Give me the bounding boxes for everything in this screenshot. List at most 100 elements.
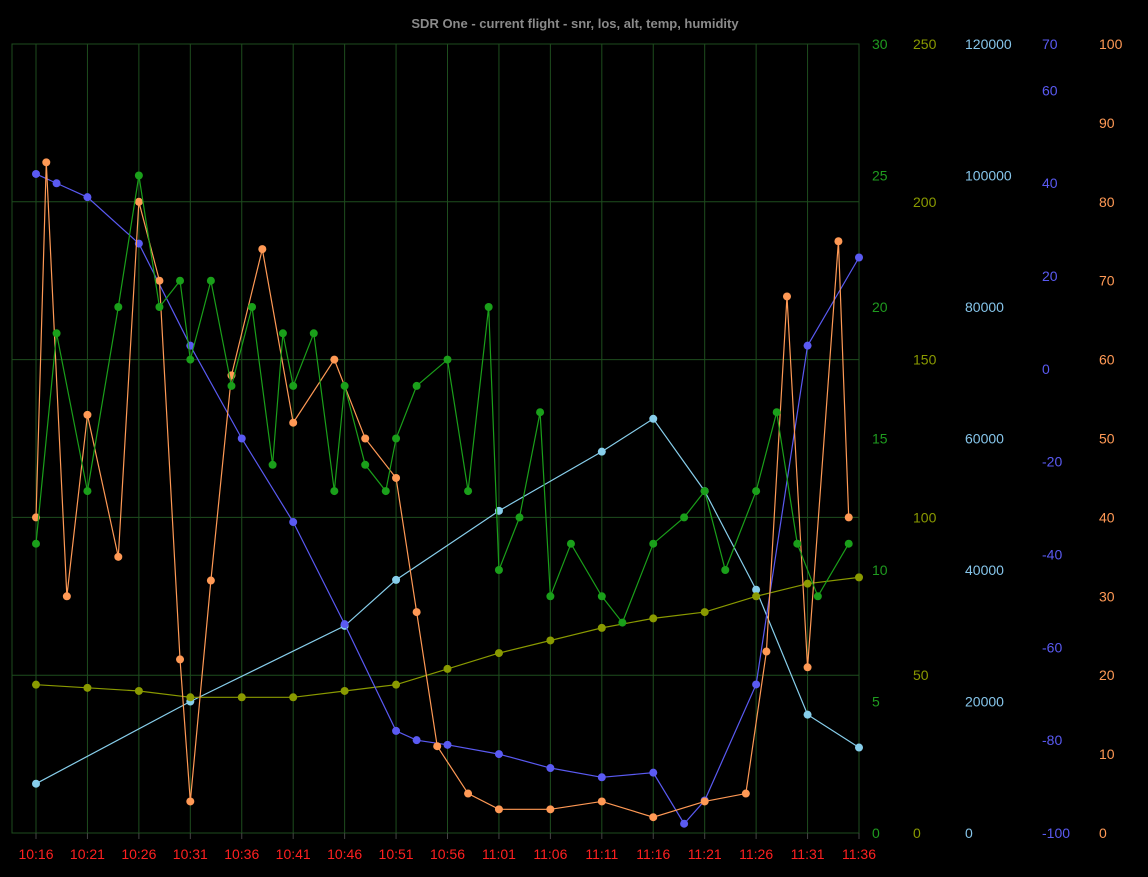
data-point-temp — [546, 764, 555, 773]
data-point-alt — [649, 414, 658, 423]
data-point-snr — [546, 592, 555, 601]
y-tick-label-snr: 0 — [872, 825, 880, 841]
data-point-snr — [721, 566, 730, 574]
data-point-humidity — [62, 592, 71, 601]
data-point-snr — [844, 539, 853, 548]
data-point-snr — [813, 592, 822, 601]
x-tick-label: 10:41 — [276, 846, 311, 862]
data-point-humidity — [844, 513, 853, 522]
x-tick-label: 11:16 — [636, 846, 670, 862]
data-point-alt — [597, 447, 606, 456]
data-point-los — [752, 592, 761, 601]
data-point-snr — [176, 276, 185, 285]
data-point-humidity — [597, 797, 606, 806]
data-point-humidity — [412, 608, 421, 617]
data-point-snr — [772, 408, 781, 417]
y-tick-label-los: 200 — [913, 194, 937, 210]
data-point-snr — [134, 171, 143, 180]
x-tick-label: 10:16 — [18, 846, 53, 862]
data-point-humidity — [114, 552, 123, 561]
data-point-los — [443, 664, 452, 673]
data-point-snr — [649, 539, 658, 548]
y-tick-label-temp: 40 — [1042, 175, 1058, 191]
y-tick-label-temp: -60 — [1042, 639, 1062, 655]
data-point-los — [186, 693, 195, 702]
y-tick-label-snr: 15 — [872, 431, 888, 447]
data-point-los — [340, 686, 349, 695]
data-point-alt — [803, 710, 812, 719]
y-tick-label-temp: 60 — [1042, 82, 1058, 98]
data-point-los — [700, 608, 709, 617]
y-tick-label-alt: 60000 — [965, 431, 1004, 447]
data-point-temp — [32, 169, 40, 178]
x-tick-label: 11:26 — [739, 846, 773, 862]
y-tick-label-humidity: 60 — [1099, 352, 1115, 368]
data-point-snr — [597, 592, 606, 601]
data-point-snr — [32, 539, 40, 548]
y-tick-label-humidity: 20 — [1099, 667, 1115, 683]
data-point-snr — [566, 539, 575, 548]
data-point-snr — [680, 513, 689, 522]
data-point-humidity — [258, 245, 267, 254]
data-point-snr — [443, 355, 452, 364]
data-point-humidity — [361, 434, 370, 443]
y-tick-label-alt: 120000 — [965, 36, 1012, 52]
data-point-temp — [494, 750, 503, 759]
data-point-alt — [392, 575, 401, 584]
data-point-snr — [309, 329, 318, 338]
x-tick-label: 11:06 — [533, 846, 567, 862]
data-point-snr — [83, 487, 92, 496]
x-tick-label: 10:31 — [173, 846, 208, 862]
data-point-snr — [155, 303, 164, 311]
data-point-snr — [330, 487, 339, 496]
x-tick-label: 10:36 — [224, 846, 259, 862]
data-point-los — [649, 614, 658, 623]
data-point-snr — [618, 618, 627, 627]
data-point-temp — [803, 341, 812, 350]
x-tick-label: 11:11 — [585, 846, 618, 862]
y-tick-label-alt: 20000 — [965, 694, 1004, 710]
plot-area — [11, 43, 860, 834]
y-tick-label-los: 100 — [913, 509, 937, 525]
data-point-humidity — [782, 292, 791, 301]
data-point-temp — [340, 620, 349, 629]
data-point-humidity — [546, 805, 555, 814]
data-point-humidity — [433, 742, 442, 751]
data-point-humidity — [289, 418, 298, 427]
data-point-los — [803, 579, 812, 588]
data-point-snr — [700, 487, 709, 496]
data-point-snr — [186, 355, 195, 364]
data-point-humidity — [762, 647, 771, 656]
x-tick-label: 10:26 — [121, 846, 156, 862]
data-point-alt — [32, 779, 40, 788]
data-point-alt — [752, 585, 761, 594]
y-tick-label-temp: -20 — [1042, 454, 1062, 470]
data-point-los — [83, 683, 92, 692]
data-point-snr — [752, 487, 761, 496]
y-tick-label-snr: 5 — [872, 694, 880, 710]
y-tick-label-snr: 25 — [872, 168, 888, 184]
y-tick-label-snr: 10 — [872, 562, 888, 578]
x-tick-label: 11:36 — [842, 846, 876, 862]
series-line-snr — [35, 175, 850, 624]
y-tick-label-humidity: 100 — [1099, 36, 1123, 52]
y-tick-label-temp: -100 — [1042, 825, 1070, 841]
data-point-temp — [680, 819, 689, 828]
data-point-humidity — [155, 276, 164, 285]
data-point-humidity — [741, 789, 750, 798]
data-point-los — [392, 680, 401, 689]
data-point-snr — [268, 460, 277, 469]
x-tick-label: 11:21 — [688, 846, 722, 862]
y-tick-label-temp: 70 — [1042, 36, 1058, 52]
y-tick-label-humidity: 70 — [1099, 273, 1115, 289]
data-point-humidity — [464, 789, 473, 798]
data-point-snr — [381, 487, 390, 496]
y-tick-label-snr: 30 — [872, 36, 888, 52]
x-tick-label: 10:51 — [379, 846, 414, 862]
data-point-los — [237, 693, 246, 702]
data-point-los — [494, 649, 503, 658]
y-tick-label-humidity: 80 — [1099, 194, 1115, 210]
data-point-humidity — [649, 813, 658, 822]
data-point-snr — [494, 566, 503, 574]
